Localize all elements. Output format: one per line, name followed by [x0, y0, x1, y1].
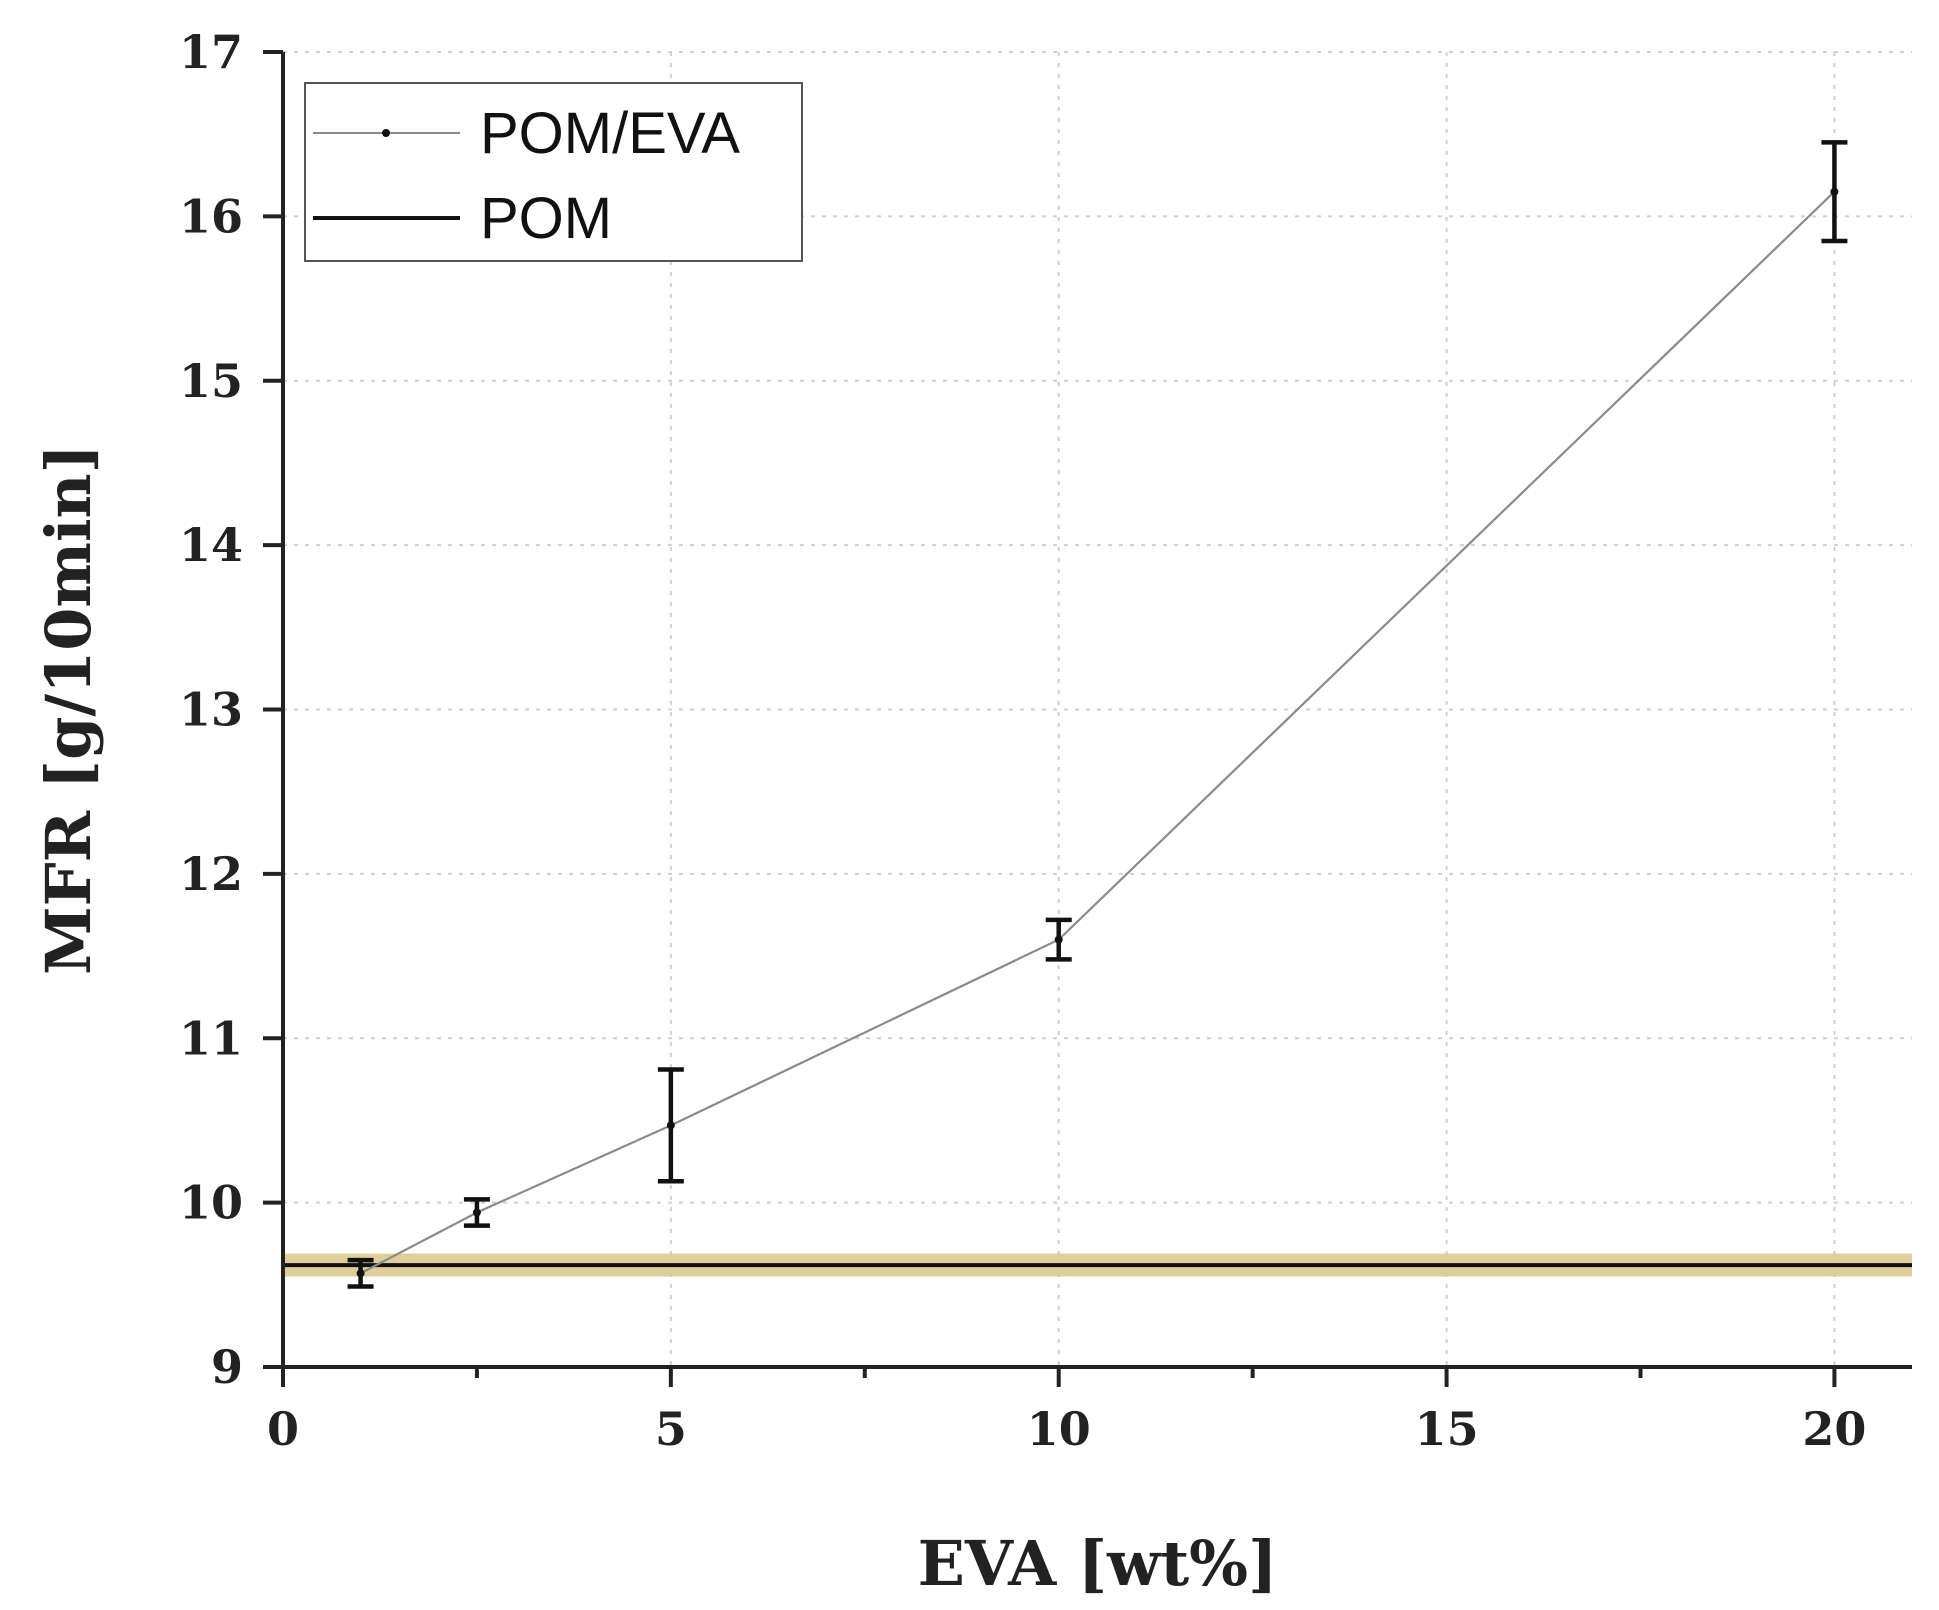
x-tick-label: 5 — [655, 1402, 687, 1456]
y-tick-label: 12 — [179, 847, 243, 901]
x-tick-label: 10 — [1027, 1402, 1091, 1456]
grid-layer — [283, 51, 1912, 1367]
x-axis-title: EVA [wt%] — [918, 1527, 1278, 1600]
y-axis-title: MFR [g/10min] — [32, 444, 105, 975]
data-point — [356, 1269, 365, 1278]
x-tick-label: 0 — [267, 1402, 299, 1456]
y-tick-label: 11 — [179, 1011, 243, 1065]
y-tick-label: 14 — [179, 518, 243, 572]
legend-marker-pom-eva — [382, 129, 390, 137]
y-tick-label: 17 — [179, 25, 243, 79]
labels-layer: EVA [wt%] MFR [g/10min] 9 10 11 12 13 14 15 16 1… — [32, 25, 1866, 1600]
legend-label-pom: POM — [480, 186, 612, 251]
x-tick-label: 20 — [1802, 1402, 1866, 1456]
series-layer — [347, 140, 1848, 1289]
pom-eva-line — [360, 190, 1836, 1275]
band-layer — [283, 1253, 1912, 1277]
data-point — [472, 1208, 481, 1217]
y-tick-label: 10 — [179, 1176, 243, 1230]
y-tick-label: 16 — [179, 189, 243, 243]
data-point — [1054, 935, 1063, 944]
legend: POM/EVA POM — [304, 82, 803, 262]
y-tick-label: 15 — [179, 354, 243, 408]
data-point — [1830, 187, 1839, 196]
legend-box — [304, 82, 803, 262]
legend-label-pom-eva: POM/EVA — [480, 101, 740, 166]
y-tick-label: 9 — [211, 1340, 243, 1394]
axes-layer — [263, 50, 1912, 1387]
data-point — [666, 1121, 675, 1130]
y-tick-label: 13 — [179, 683, 243, 737]
x-tick-label: 15 — [1415, 1402, 1479, 1456]
